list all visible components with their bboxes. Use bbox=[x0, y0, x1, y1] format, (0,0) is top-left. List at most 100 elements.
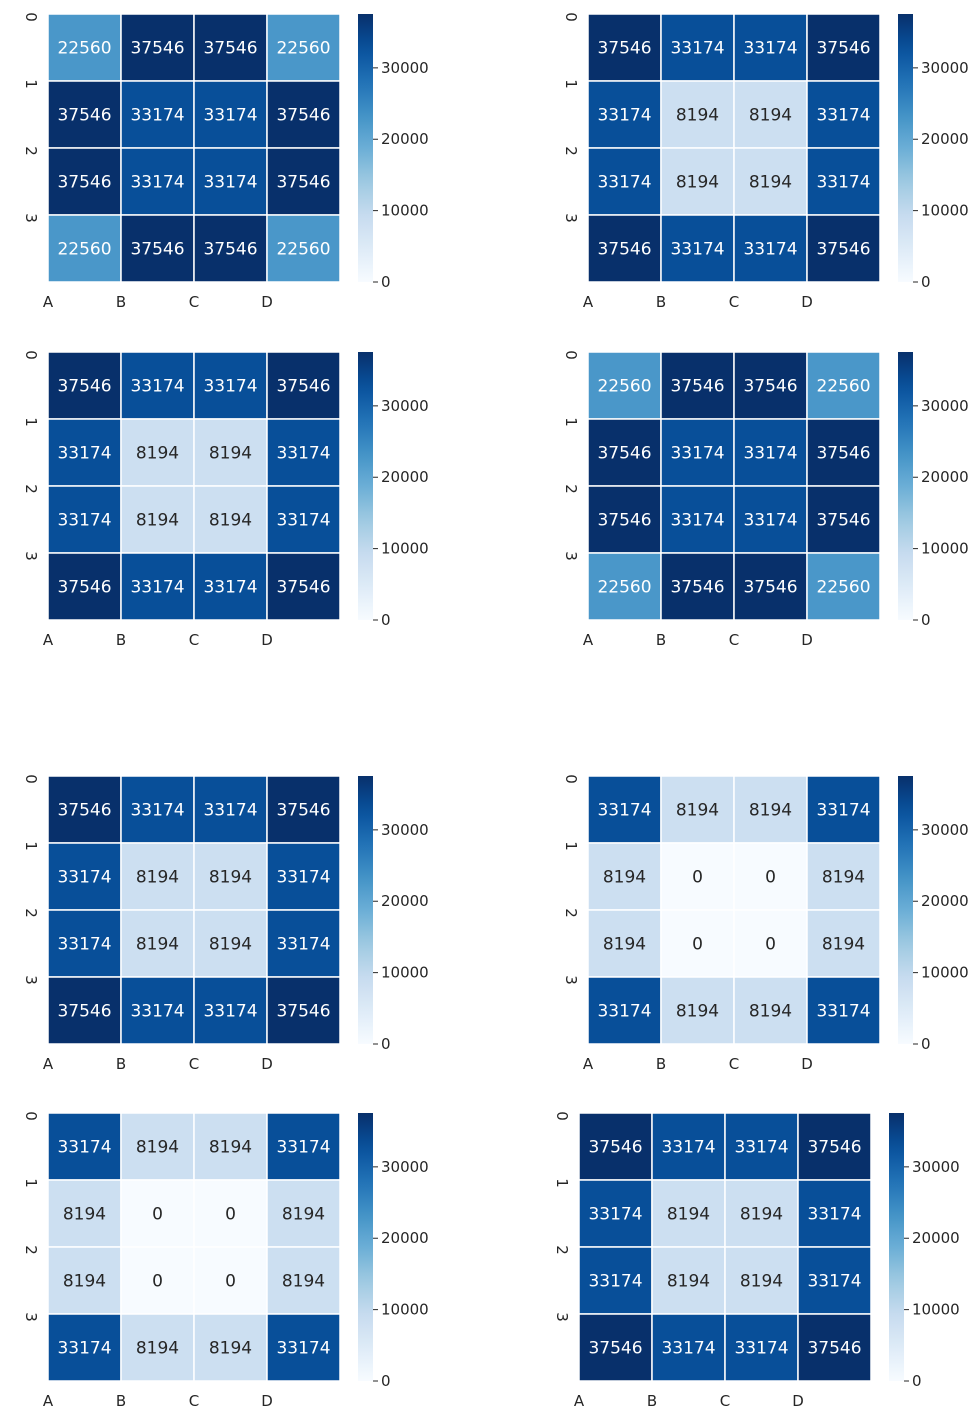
y-tick-label: 2 bbox=[562, 908, 580, 918]
cell-value-label: 22560 bbox=[276, 39, 330, 59]
heatmap-cell bbox=[733, 485, 808, 554]
colorbar-tick-label: 20000 bbox=[921, 130, 969, 148]
heatmap-cell bbox=[193, 485, 268, 554]
x-tick-label: B bbox=[116, 1392, 126, 1410]
colorbar-tick-label: 30000 bbox=[912, 1158, 960, 1176]
cell-value-label: 33174 bbox=[588, 1205, 642, 1225]
colorbar-tick-label: 10000 bbox=[381, 540, 429, 558]
cell-value-label: 0 bbox=[152, 1205, 163, 1225]
cell-value-label: 8194 bbox=[63, 1205, 106, 1225]
cell-value-label: 8194 bbox=[676, 106, 719, 126]
colorbar-tick-label: 20000 bbox=[381, 468, 429, 486]
heatmap-cell bbox=[806, 418, 881, 487]
cell-value-label: 8194 bbox=[749, 801, 792, 821]
y-tick-label: 3 bbox=[22, 1312, 40, 1322]
y-tick-label: 3 bbox=[22, 975, 40, 985]
cell-value-label: 33174 bbox=[670, 39, 724, 59]
x-tick-label: D bbox=[261, 293, 273, 311]
cell-value-label: 33174 bbox=[276, 1138, 330, 1158]
cell-value-label: 8194 bbox=[749, 1002, 792, 1022]
x-tick-label: D bbox=[261, 1055, 273, 1073]
cell-value-label: 33174 bbox=[597, 106, 651, 126]
colorbar-tick-label: 0 bbox=[381, 1035, 391, 1053]
cell-value-label: 33174 bbox=[130, 1002, 184, 1022]
x-tick-label: C bbox=[189, 1392, 199, 1410]
cell-value-label: 37546 bbox=[743, 578, 797, 598]
y-tick-label: 2 bbox=[22, 908, 40, 918]
cell-value-label: 33174 bbox=[130, 801, 184, 821]
heatmap-cell bbox=[806, 147, 881, 216]
cell-value-label: 33174 bbox=[203, 1002, 257, 1022]
cell-value-label: 8194 bbox=[136, 868, 179, 888]
colorbar-tick-label: 20000 bbox=[921, 892, 969, 910]
heatmap-cell bbox=[724, 1179, 799, 1248]
x-tick-label: B bbox=[116, 1055, 126, 1073]
heatmap-cell bbox=[47, 214, 122, 283]
colorbar-tick-label: 0 bbox=[381, 1372, 391, 1390]
cell-value-label: 33174 bbox=[597, 1002, 651, 1022]
heatmap-cell bbox=[193, 552, 268, 621]
heatmap-cell bbox=[806, 214, 881, 283]
heatmap-cell bbox=[806, 552, 881, 621]
heatmap-cell bbox=[578, 1246, 653, 1315]
cell-value-label: 33174 bbox=[203, 377, 257, 397]
heatmap-cell bbox=[797, 1179, 872, 1248]
cell-value-label: 0 bbox=[225, 1205, 236, 1225]
x-tick-label: D bbox=[801, 631, 813, 649]
colorbar-tick-label: 0 bbox=[921, 273, 931, 291]
x-tick-label: C bbox=[729, 293, 739, 311]
colorbar bbox=[898, 776, 913, 1044]
cell-value-label: 37546 bbox=[276, 1002, 330, 1022]
cell-value-label: 8194 bbox=[209, 1339, 252, 1359]
cell-value-label: 8194 bbox=[136, 1339, 179, 1359]
heatmap-cell bbox=[47, 13, 122, 82]
cell-value-label: 8194 bbox=[822, 868, 865, 888]
cell-value-label: 33174 bbox=[670, 511, 724, 531]
cell-value-label: 33174 bbox=[203, 173, 257, 193]
cell-value-label: 8194 bbox=[209, 444, 252, 464]
heatmap-cell bbox=[660, 80, 735, 149]
heatmap-cell bbox=[266, 1246, 341, 1315]
heatmap-cell bbox=[578, 1112, 653, 1181]
y-tick-label: 0 bbox=[22, 774, 40, 784]
cell-value-label: 37546 bbox=[203, 39, 257, 59]
heatmap-cell bbox=[797, 1313, 872, 1382]
colorbar-tick-label: 30000 bbox=[921, 59, 969, 77]
heatmap-cell bbox=[266, 214, 341, 283]
colorbar bbox=[358, 776, 373, 1044]
cell-value-label: 8194 bbox=[63, 1272, 106, 1292]
cell-value-label: 37546 bbox=[57, 173, 111, 193]
cell-value-label: 0 bbox=[765, 935, 776, 955]
heatmap-cell bbox=[47, 976, 122, 1045]
heatmap-cell bbox=[733, 418, 808, 487]
cell-value-label: 37546 bbox=[276, 801, 330, 821]
cell-value-label: 8194 bbox=[676, 801, 719, 821]
y-tick-label: 3 bbox=[562, 975, 580, 985]
y-tick-label: 3 bbox=[22, 551, 40, 561]
heatmap-cell bbox=[120, 552, 195, 621]
cell-value-label: 37546 bbox=[807, 1339, 861, 1359]
cell-value-label: 33174 bbox=[130, 578, 184, 598]
cell-value-label: 33174 bbox=[734, 1138, 788, 1158]
x-tick-label: D bbox=[261, 1392, 273, 1410]
heatmap-cell bbox=[587, 775, 662, 844]
y-tick-label: 1 bbox=[22, 841, 40, 851]
cell-value-label: 8194 bbox=[667, 1205, 710, 1225]
cell-value-label: 33174 bbox=[597, 801, 651, 821]
x-tick-label: D bbox=[261, 631, 273, 649]
heatmap-cell bbox=[193, 351, 268, 420]
colorbar bbox=[889, 1113, 904, 1381]
cell-value-label: 8194 bbox=[676, 173, 719, 193]
heatmap-cell bbox=[651, 1179, 726, 1248]
cell-value-label: 0 bbox=[692, 868, 703, 888]
cell-value-label: 8194 bbox=[282, 1205, 325, 1225]
x-tick-label: C bbox=[720, 1392, 730, 1410]
cell-value-label: 33174 bbox=[816, 106, 870, 126]
cell-value-label: 37546 bbox=[276, 173, 330, 193]
y-tick-label: 3 bbox=[562, 551, 580, 561]
y-tick-label: 2 bbox=[562, 484, 580, 494]
colorbar-tick-label: 20000 bbox=[381, 1229, 429, 1247]
colorbar-tick-label: 10000 bbox=[921, 964, 969, 982]
cell-value-label: 37546 bbox=[597, 444, 651, 464]
cell-value-label: 33174 bbox=[661, 1339, 715, 1359]
